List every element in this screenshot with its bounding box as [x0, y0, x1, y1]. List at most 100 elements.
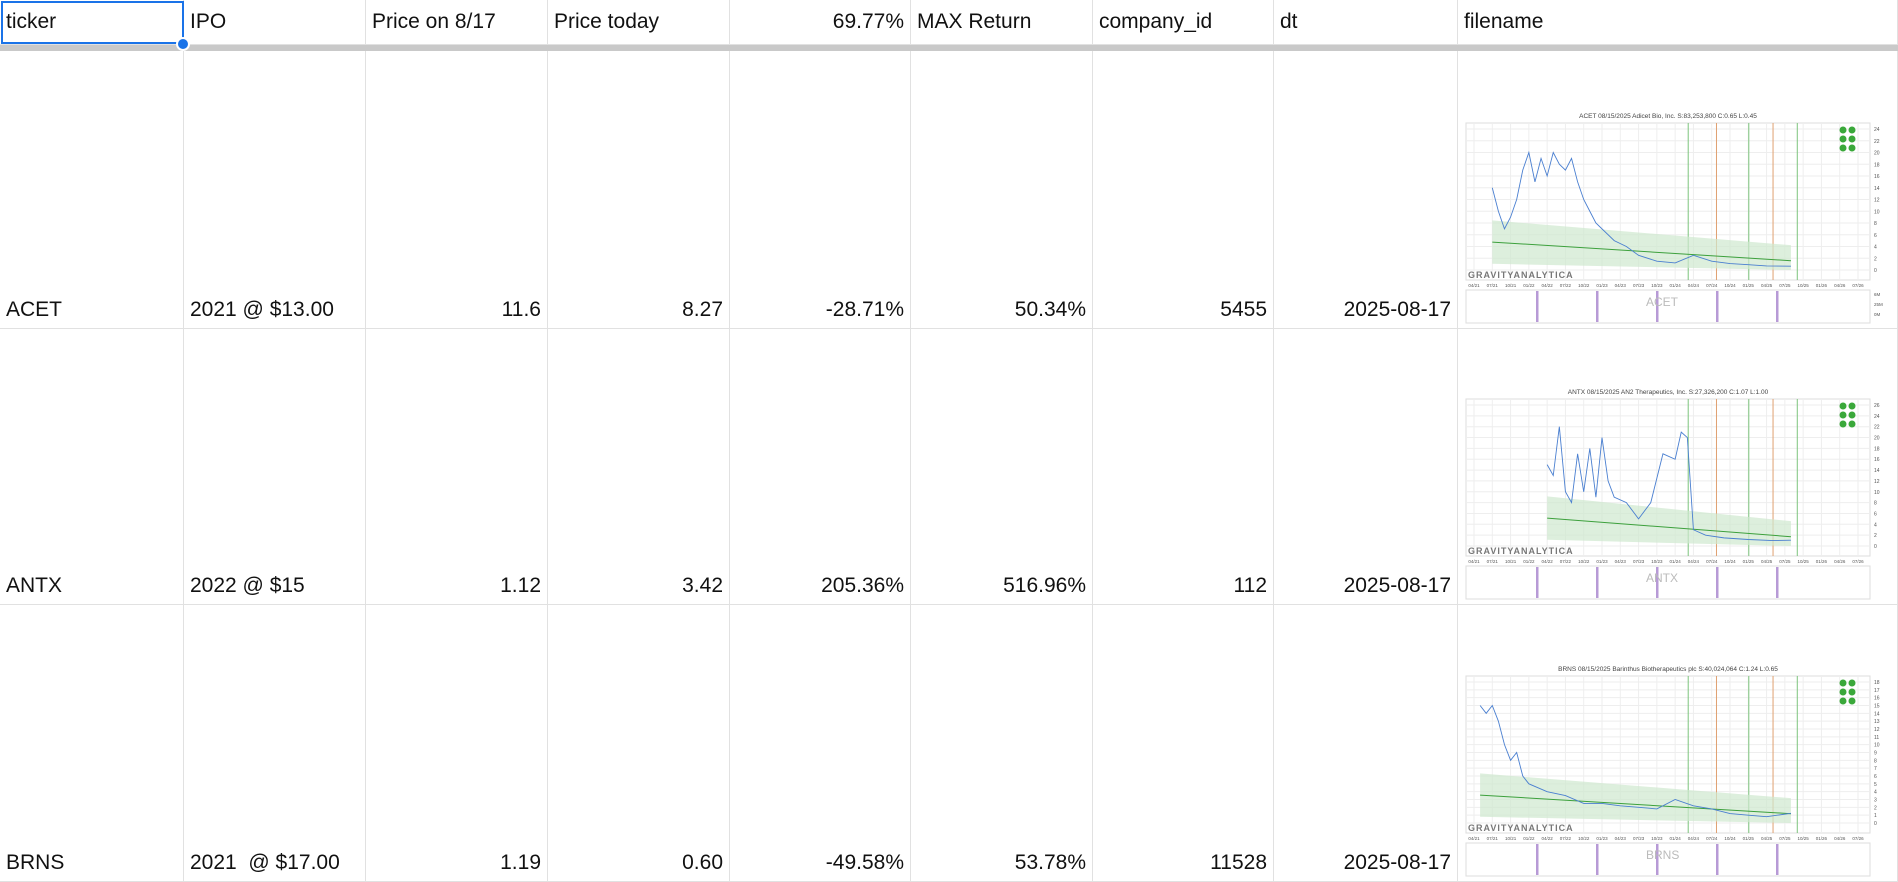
x-tick-label: 04/21 [1468, 283, 1480, 288]
y-tick-label: 9 [1874, 751, 1877, 757]
y-tick-label: 4 [1874, 790, 1877, 796]
header-cell-price-today[interactable]: Price today [548, 0, 730, 45]
y-tick-label: 26 [1874, 403, 1880, 409]
header-cell-filename[interactable]: filename [1458, 0, 1898, 45]
cell-ipo[interactable]: 2021 @ $17.00 [184, 605, 366, 882]
x-tick-label: 10/25 [1798, 283, 1810, 288]
y-tick-label: 16 [1874, 696, 1880, 702]
cell-return-pct[interactable]: 205.36% [730, 329, 911, 605]
x-tick-label: 04/26 [1834, 836, 1846, 841]
header-cell-return-pct[interactable]: 69.77% [730, 0, 911, 45]
x-tick-label: 10/23 [1651, 283, 1663, 288]
cell-price-today[interactable]: 0.60 [548, 605, 730, 882]
cell-company-id[interactable]: 112 [1093, 329, 1274, 605]
fill-handle[interactable] [176, 37, 190, 51]
x-tick-label: 04/23 [1615, 836, 1627, 841]
y-tick-label: 0 [1874, 268, 1877, 274]
x-tick-label: 07/24 [1706, 283, 1718, 288]
y-tick-label: 18 [1874, 680, 1880, 686]
y-tick-label: 6 [1874, 774, 1877, 780]
x-tick-label: 04/23 [1615, 559, 1627, 564]
y-tick-label: 8 [1874, 221, 1877, 227]
x-tick-label: 04/21 [1468, 836, 1480, 841]
indicator-dot [1848, 144, 1856, 152]
cell-return-pct[interactable]: -49.58% [730, 605, 911, 882]
indicator-dot [1839, 135, 1847, 143]
x-tick-label: 07/24 [1706, 559, 1718, 564]
chart-title: ACET 08/15/2025 Adicet Bio, Inc. S:83,25… [1579, 113, 1757, 120]
y-tick-label: 10 [1874, 209, 1880, 215]
x-tick-label: 01/25 [1743, 283, 1755, 288]
header-cell-company-id[interactable]: company_id [1093, 0, 1274, 45]
cell-price-on-8-17[interactable]: 1.12 [366, 329, 548, 605]
y-tick-label: 8 [1874, 501, 1877, 507]
y-tick-label: 16 [1874, 174, 1880, 180]
chart-image[interactable]: BRNS 08/15/2025 Barinthus Biotherapeutic… [1460, 663, 1896, 879]
price-line [1479, 704, 1792, 818]
y-tick-label: 6 [1874, 233, 1877, 239]
cell-dt[interactable]: 2025-08-17 [1274, 329, 1458, 605]
x-tick-label: 01/24 [1670, 836, 1682, 841]
volume-bar [1596, 291, 1599, 322]
trend-band [1492, 220, 1791, 270]
cell-max-return[interactable]: 516.96% [911, 329, 1093, 605]
y-tick-label: 12 [1874, 479, 1880, 485]
chart-title: ANTX 08/15/2025 AN2 Therapeutics, Inc. S… [1568, 389, 1769, 396]
volume-bar [1776, 844, 1779, 875]
cell-max-return[interactable]: 50.34% [911, 51, 1093, 329]
x-tick-label: 01/24 [1670, 559, 1682, 564]
x-tick-label: 04/25 [1761, 283, 1773, 288]
frozen-row-divider[interactable] [0, 45, 1898, 51]
x-tick-label: 04/24 [1688, 836, 1700, 841]
cell-ticker[interactable]: BRNS [0, 605, 184, 882]
x-tick-label: 10/24 [1724, 283, 1736, 288]
x-tick-label: 10/23 [1651, 836, 1663, 841]
x-tick-label: 04/25 [1761, 559, 1773, 564]
cell-ticker[interactable]: ACET [0, 51, 184, 329]
chart-image[interactable]: ACET 08/15/2025 Adicet Bio, Inc. S:83,25… [1460, 110, 1896, 326]
price-line [1546, 426, 1791, 542]
y-tick-label: 8 [1874, 758, 1877, 764]
x-tick-label: 01/26 [1816, 836, 1828, 841]
volume-bar [1596, 844, 1599, 875]
x-tick-label: 04/25 [1761, 836, 1773, 841]
x-tick-label: 01/25 [1743, 836, 1755, 841]
cell-return-pct[interactable]: -28.71% [730, 51, 911, 329]
indicator-dot [1848, 402, 1856, 410]
y-tick-label: 10 [1874, 490, 1880, 496]
x-tick-label: 01/26 [1816, 283, 1828, 288]
y-tick-label: 18 [1874, 446, 1880, 452]
cell-price-today[interactable]: 8.27 [548, 51, 730, 329]
x-tick-label: 10/21 [1505, 559, 1517, 564]
cell-price-on-8-17[interactable]: 11.6 [366, 51, 548, 329]
x-tick-label: 10/25 [1798, 836, 1810, 841]
y-tick-label: 24 [1874, 414, 1880, 420]
x-tick-label: 10/24 [1724, 836, 1736, 841]
y-tick-label: 14 [1874, 468, 1880, 474]
volume-bar [1596, 567, 1599, 598]
x-tick-label: 10/25 [1798, 559, 1810, 564]
header-cell-max-return[interactable]: MAX Return [911, 0, 1093, 45]
header-cell-ipo[interactable]: IPO [184, 0, 366, 45]
y-tick-label: 2 [1874, 533, 1877, 539]
x-tick-label: 07/26 [1852, 836, 1864, 841]
cell-ipo[interactable]: 2021 @ $13.00 [184, 51, 366, 329]
header-cell-ticker[interactable]: ticker [0, 0, 184, 45]
cell-price-on-8-17[interactable]: 1.19 [366, 605, 548, 882]
cell-ipo[interactable]: 2022 @ $15 [184, 329, 366, 605]
cell-dt[interactable]: 2025-08-17 [1274, 605, 1458, 882]
cell-company-id[interactable]: 5455 [1093, 51, 1274, 329]
x-tick-label: 04/22 [1542, 559, 1554, 564]
y-tick-label: 14 [1874, 186, 1880, 192]
cell-dt[interactable]: 2025-08-17 [1274, 51, 1458, 329]
cell-company-id[interactable]: 11528 [1093, 605, 1274, 882]
header-cell-price-on-8-17[interactable]: Price on 8/17 [366, 0, 548, 45]
chart-watermark: ACET [1646, 295, 1679, 309]
gravity-analytica-logo: GRAVITYANALYTICA [1468, 270, 1574, 280]
cell-ticker[interactable]: ANTX [0, 329, 184, 605]
volume-panel [1465, 842, 1871, 877]
chart-image[interactable]: ANTX 08/15/2025 AN2 Therapeutics, Inc. S… [1460, 386, 1896, 602]
header-cell-dt[interactable]: dt [1274, 0, 1458, 45]
cell-price-today[interactable]: 3.42 [548, 329, 730, 605]
cell-max-return[interactable]: 53.78% [911, 605, 1093, 882]
